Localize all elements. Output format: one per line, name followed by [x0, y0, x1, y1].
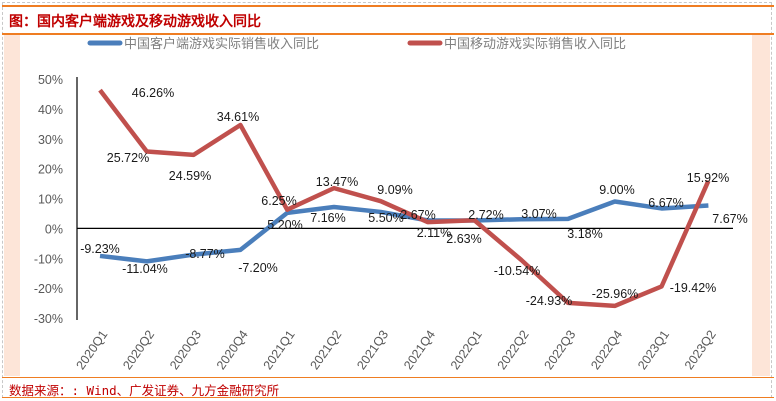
data-label: 2.11%	[417, 226, 452, 240]
x-tick-label: 2020Q3	[167, 328, 204, 373]
data-label: -8.77%	[185, 247, 225, 261]
data-label: 24.59%	[169, 169, 211, 183]
data-label: 25.72%	[107, 151, 149, 165]
y-tick-label: 0%	[45, 222, 63, 236]
figure-title: 图：国内客户端游戏及移动游戏收入同比	[9, 14, 261, 30]
x-tick-label: 2022Q2	[495, 328, 532, 373]
data-label: 9.09%	[377, 183, 412, 197]
data-label: 2.63%	[446, 232, 481, 246]
data-label: 5.50%	[368, 211, 403, 225]
data-label: 34.61%	[217, 110, 259, 124]
source-note: 数据来源：: Wind、广发证券、九方金融研究所	[9, 383, 280, 398]
series-line-0	[99, 199, 709, 264]
x-tick-label: 2020Q1	[73, 328, 110, 373]
data-label: -11.04%	[122, 262, 168, 276]
data-label: 3.07%	[521, 207, 556, 221]
data-label: -19.42%	[670, 281, 717, 295]
legend-label-1: 中国移动游戏实际销售收入同比	[444, 36, 626, 52]
x-tick-label: 2021Q3	[354, 328, 391, 373]
x-tick-label: 2023Q2	[682, 328, 719, 373]
data-label: 6.67%	[648, 196, 683, 210]
x-tick-label: 2021Q2	[307, 328, 344, 373]
data-label: -24.93%	[526, 294, 573, 308]
data-label: 15.92%	[687, 171, 729, 185]
title-divider	[2, 33, 774, 35]
source-divider	[2, 377, 774, 378]
data-label: -25.96%	[592, 287, 639, 301]
y-tick-label: -30%	[34, 312, 63, 326]
y-tick-label: 10%	[38, 193, 63, 207]
x-tick-label: 2021Q1	[261, 328, 298, 373]
x-tick-label: 2020Q2	[120, 328, 157, 373]
data-label: 7.67%	[712, 212, 747, 226]
y-tick-label: -10%	[34, 252, 63, 266]
data-label: 2.67%	[400, 208, 435, 222]
data-label: 9.00%	[599, 183, 634, 197]
series-line-1	[98, 88, 711, 309]
data-label: 6.25%	[261, 194, 296, 208]
x-tick-label: 2020Q4	[214, 328, 251, 373]
data-label: 3.18%	[567, 227, 602, 241]
legend-label-0: 中国客户端游戏实际销售收入同比	[124, 36, 319, 52]
top-divider	[2, 5, 774, 7]
x-tick-label: 2022Q1	[448, 328, 485, 373]
data-label: -9.23%	[80, 242, 120, 256]
data-label: 2.72%	[468, 208, 503, 222]
x-tick-label: 2021Q4	[401, 328, 438, 373]
data-label: 46.26%	[132, 86, 174, 100]
y-tick-label: 20%	[38, 163, 63, 177]
y-tick-label: 30%	[38, 133, 63, 147]
x-tick-label: 2022Q4	[588, 328, 625, 373]
y-tick-label: 40%	[38, 103, 63, 117]
data-label: 13.47%	[316, 175, 358, 189]
data-label: 7.16%	[310, 211, 345, 225]
data-label: -7.20%	[238, 261, 278, 275]
x-tick-label: 2023Q1	[635, 328, 672, 373]
y-tick-label: 50%	[38, 73, 63, 87]
data-label: -10.54%	[494, 264, 541, 278]
bottom-divider	[2, 397, 774, 398]
data-label: 5.20%	[267, 218, 302, 232]
x-tick-label: 2022Q3	[541, 328, 578, 373]
y-tick-label: -20%	[34, 282, 63, 296]
